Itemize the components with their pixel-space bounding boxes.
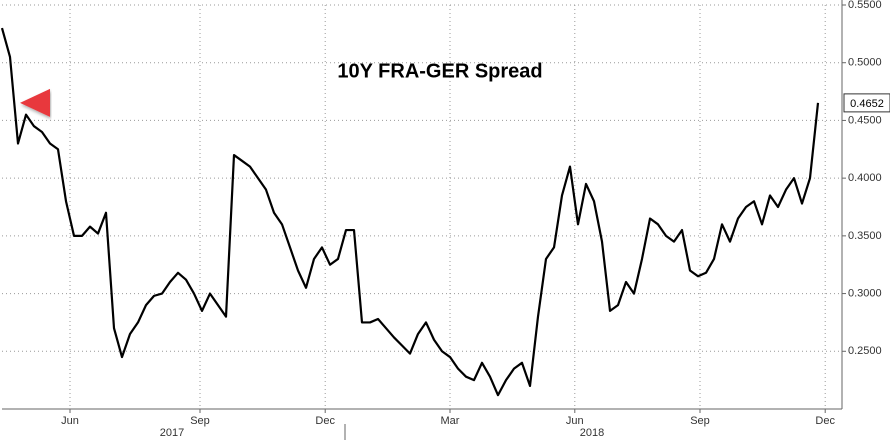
y-tick-label: 0.5500 — [848, 0, 882, 11]
x-tick-label: Sep — [690, 415, 710, 427]
x-tick-label: Dec — [315, 415, 335, 427]
x-tick-label: Dec — [815, 415, 835, 427]
last-value-box — [843, 93, 890, 113]
x-tick-label: Jun — [61, 415, 79, 427]
line — [0, 27, 820, 397]
last-value-label: 0.4652 — [850, 98, 884, 110]
chart-title: 10Y FRA-GER Spread — [337, 60, 542, 82]
y-tick-label: 0.2500 — [848, 345, 882, 357]
y-tick-label: 0.5000 — [848, 57, 882, 69]
year-label: 2017 — [160, 427, 184, 439]
y-tick-label: 0.3000 — [848, 287, 882, 299]
x-tick-label: Sep — [190, 415, 210, 427]
year-label: 2018 — [580, 427, 604, 439]
y-tick-label: 0.4500 — [848, 114, 882, 126]
arrow-head — [20, 88, 50, 117]
y-tick-label: 0.3500 — [848, 230, 882, 242]
x-tick-label: Jun — [566, 415, 584, 427]
x-tick-label: Mar — [441, 415, 460, 427]
y-tick-label: 0.4000 — [848, 172, 882, 184]
